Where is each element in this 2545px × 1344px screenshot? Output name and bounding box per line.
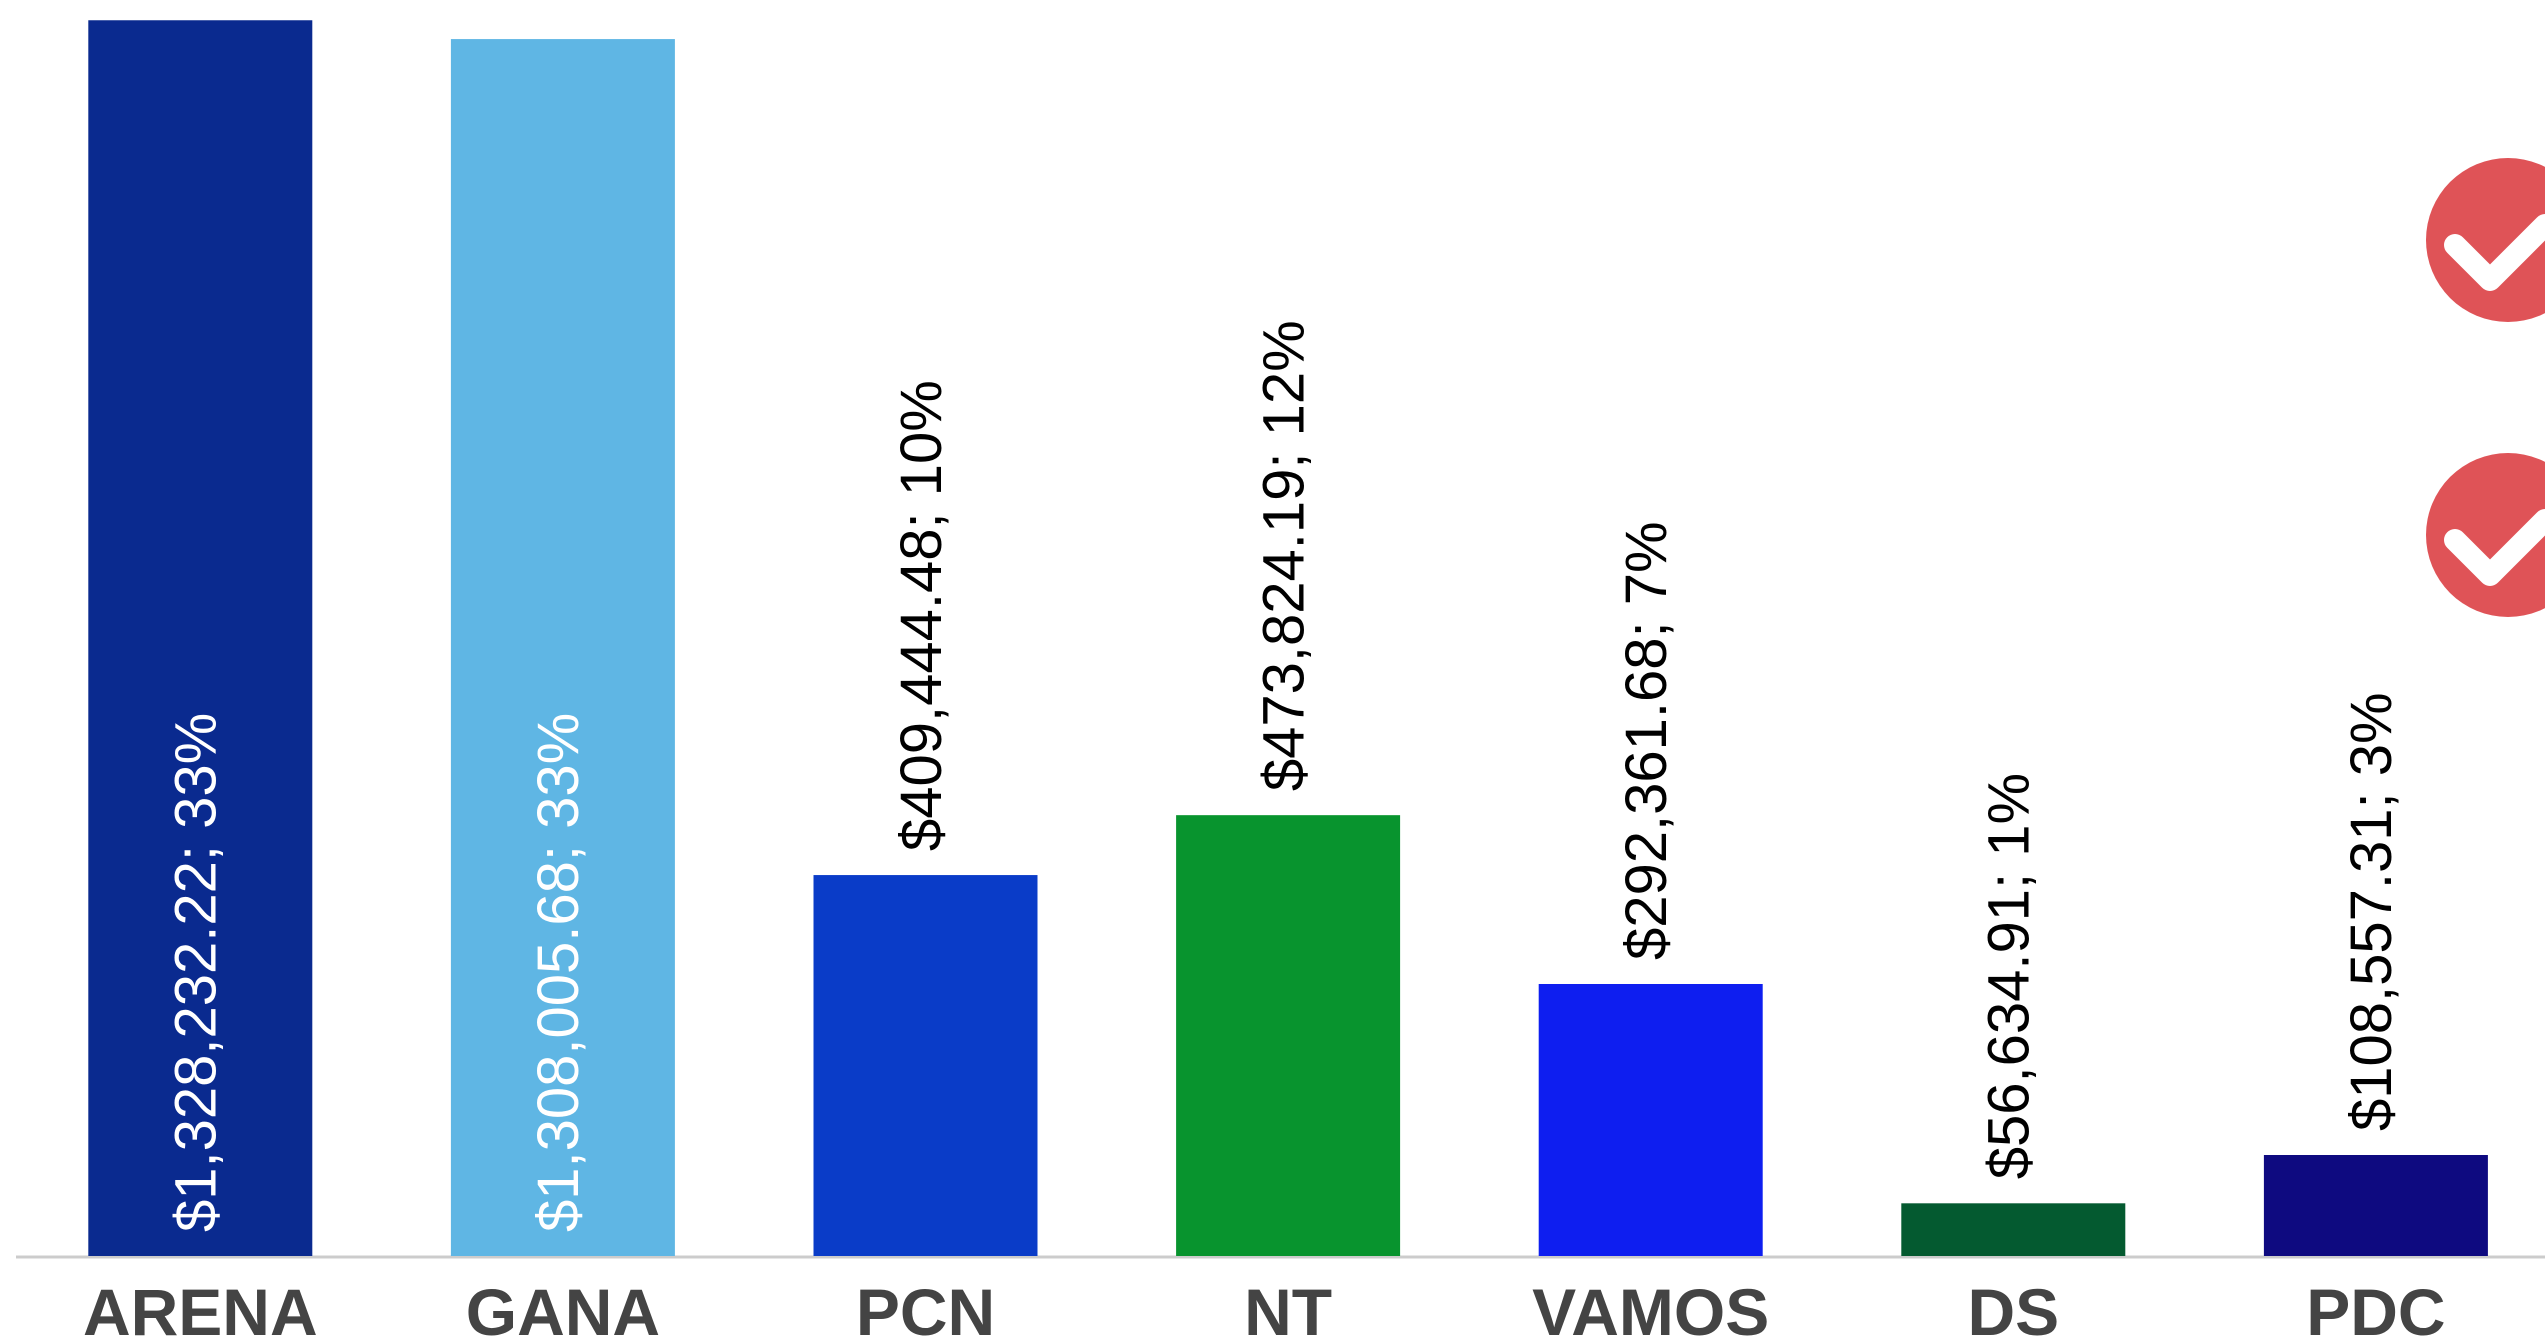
x-tick-label: NT: [1244, 1275, 1332, 1344]
bar: [1176, 815, 1401, 1256]
x-tick-label: PCN: [856, 1275, 995, 1344]
data-label: $1,308,005.68; 33%: [526, 713, 591, 1232]
data-label: $108,557.31; 3%: [2339, 692, 2404, 1131]
data-label: $292,361.68; 7%: [1614, 521, 1679, 960]
bar: [813, 875, 1038, 1256]
data-label: $409,444.48; 10%: [889, 380, 954, 851]
x-tick-label: PDC: [2306, 1275, 2445, 1344]
x-tick-label: GANA: [466, 1275, 660, 1344]
bar: [450, 39, 675, 1256]
check-icon: [2426, 158, 2545, 322]
x-tick-label: DS: [1967, 1275, 2059, 1344]
bar: [1538, 983, 1763, 1256]
bar: [88, 20, 313, 1257]
data-label: $473,824.19; 12%: [1251, 320, 1316, 791]
data-label: $1,328,232.22; 33%: [164, 713, 229, 1232]
x-tick-label: ARENA: [83, 1275, 318, 1344]
bar: [1901, 1203, 2126, 1256]
check-icon: [2426, 453, 2545, 617]
bar: [2263, 1155, 2488, 1256]
data-label: $56,634.91; 1%: [1977, 773, 2042, 1179]
x-tick-label: VAMOS: [1532, 1275, 1769, 1344]
